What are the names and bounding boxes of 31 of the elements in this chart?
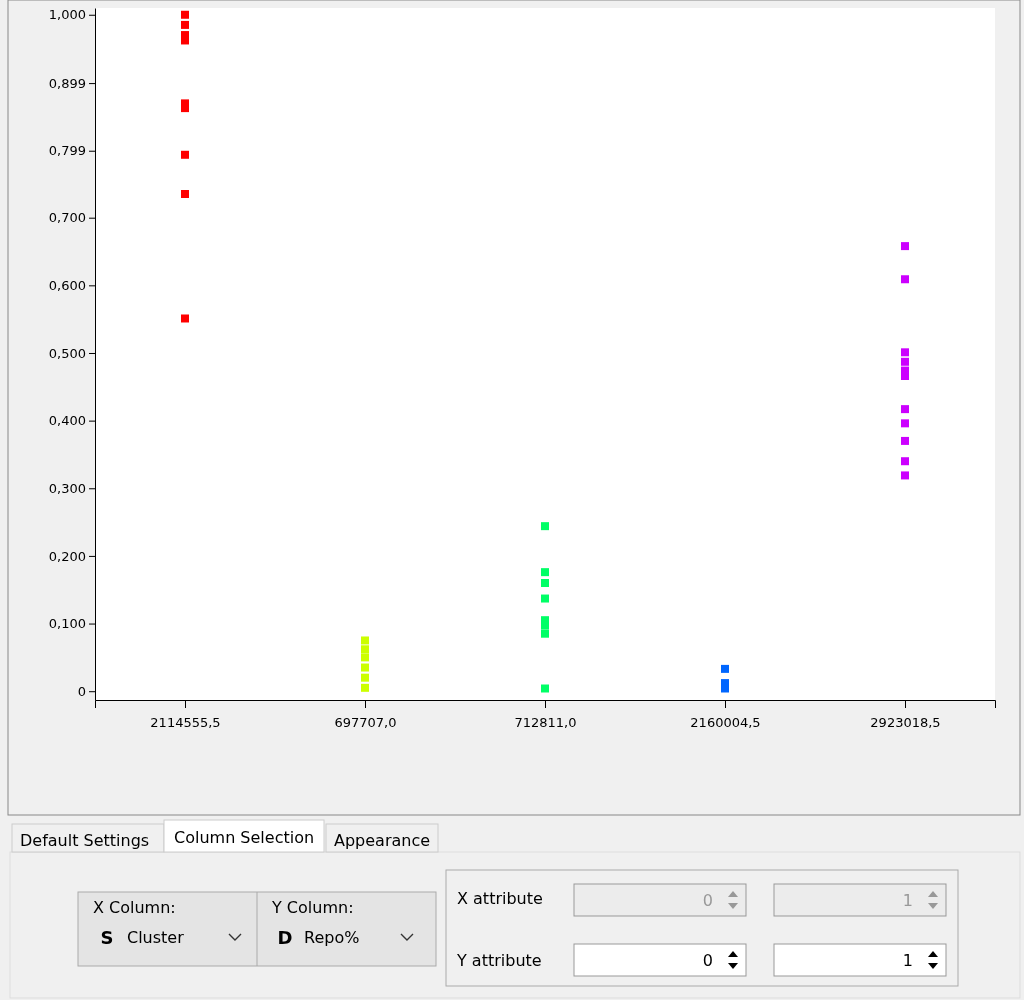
x-tick-label: 2160004,5 [690, 714, 761, 730]
y-tick-label: 0,899 [48, 75, 86, 91]
text: Cluster [127, 928, 185, 947]
text: Appearance [334, 831, 431, 850]
x-tick-label: 712811,0 [514, 714, 577, 730]
y-tick-label: 0,799 [48, 143, 86, 159]
text: D [277, 927, 293, 948]
y-tick-label: 0,400 [48, 413, 86, 429]
text: 0 [702, 951, 713, 970]
text: 0 [702, 891, 713, 910]
y-tick-label: 0,100 [48, 616, 86, 632]
text: 1 [902, 951, 913, 970]
text: X attribute [457, 889, 543, 908]
y-tick-label: 0,200 [48, 548, 86, 564]
text: Column Selection [174, 828, 315, 847]
y-tick-label: 0,700 [48, 210, 86, 226]
text: Y Column: [271, 898, 354, 917]
y-tick-label: 0 [77, 683, 86, 699]
x-tick-label: 697707,0 [334, 714, 397, 730]
x-tick-label: 2114555,5 [150, 714, 221, 730]
y-tick-label: 0,600 [48, 278, 86, 293]
text: Y attribute [456, 951, 542, 970]
text: Default Settings [20, 831, 150, 850]
y-tick-label: 0,300 [48, 480, 86, 496]
text: S [100, 927, 114, 948]
text: X Column: [93, 898, 176, 917]
x-tick-label: 2923018,5 [870, 714, 941, 730]
y-tick-label: 0,500 [48, 345, 86, 361]
text: 1 [902, 891, 913, 910]
y-tick-label: 1,000 [48, 7, 86, 23]
text: Repo% [304, 928, 360, 947]
